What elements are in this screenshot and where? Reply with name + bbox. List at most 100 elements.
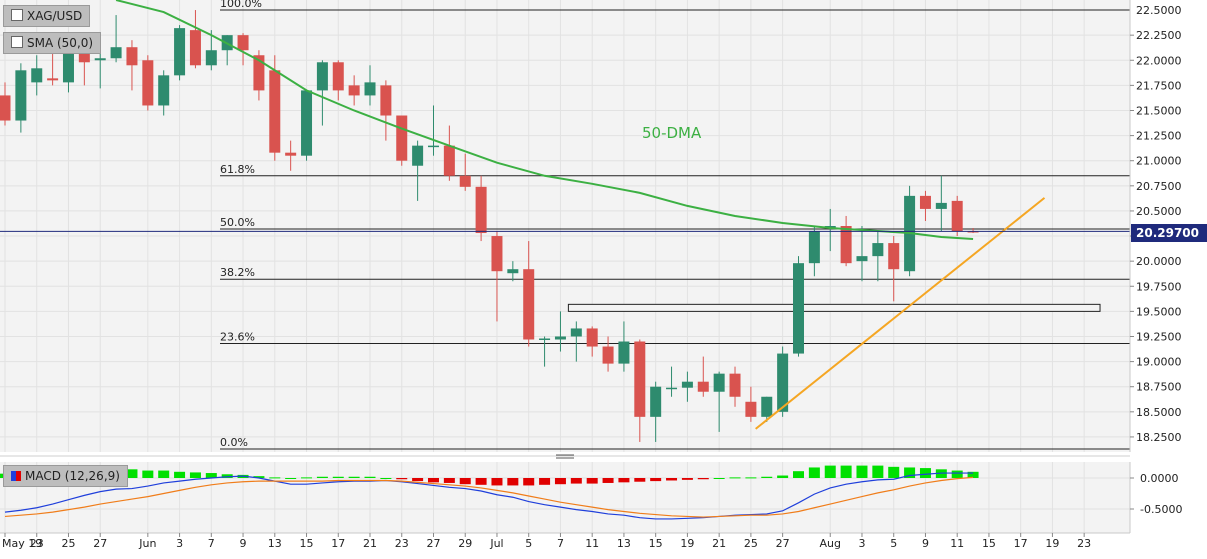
candle [0,82,11,126]
time-axis-label: 21 [712,537,726,550]
macd-histogram-bar [856,465,868,478]
candle [951,195,963,237]
macd-histogram-bar [316,476,328,478]
candle-body [94,58,106,61]
candle [126,40,138,91]
macd-histogram-bar [745,477,757,479]
candle [348,75,360,106]
symbol-marker-icon [11,9,23,21]
candle-body [189,30,201,66]
candle [650,381,662,442]
time-axis-label: 7 [557,537,564,550]
candle-body [475,186,487,234]
candle [31,55,43,96]
macd-histogram-bar [507,478,519,486]
macd-histogram-bar [285,478,297,479]
price-axis-label: 22.2500 [1136,29,1182,42]
macd-indicator-tag[interactable]: MACD (12,26,9) [3,465,128,487]
macd-histogram-bar [919,468,931,478]
last-price-badge: 20.29700 [1131,224,1207,242]
candle [507,261,519,282]
candle [634,339,646,442]
time-axis-label: May 19 [2,537,42,550]
candle [269,55,281,161]
price-axis-label: 19.2500 [1136,330,1182,343]
fib-level-label: 23.6% [220,331,255,344]
candle-body [793,263,804,354]
macd-histogram-bar [396,478,408,480]
price-axis-label: 19.5000 [1136,305,1182,318]
macd-histogram-bar [634,478,646,482]
candle-body [666,387,678,390]
candle [443,125,455,181]
candle-body [554,336,566,340]
macd-histogram-bar [221,474,233,478]
macd-histogram-bar [491,478,503,486]
candle-body [237,35,249,51]
macd-histogram-bar [586,478,598,484]
symbol-tag[interactable]: XAG/USD [3,5,91,27]
time-axis-label: 15 [300,537,314,550]
time-axis-label: 25 [744,537,758,550]
candle-body [126,47,138,66]
candle [316,60,328,126]
macd-histogram-bar [443,478,455,483]
price-axis-label: 21.5000 [1136,104,1182,117]
macd-histogram-bar [539,478,551,485]
fib-level-label: 38.2% [220,266,255,279]
macd-histogram-bar [348,476,360,478]
macd-histogram-bar [888,466,900,478]
candle-body [840,226,852,264]
candle [586,326,598,357]
price-axis-label: 19.0000 [1136,356,1182,369]
sma-indicator-tag[interactable]: SMA (50,0) [3,32,102,54]
candle-body [586,328,598,347]
candle-body [507,269,519,274]
macd-histogram-bar [904,467,916,478]
macd-histogram-bar [427,478,439,483]
time-axis-label: 15 [649,537,663,550]
candle-body [174,28,186,76]
macd-histogram-bar [142,470,154,478]
candle [745,386,757,422]
price-axis-label: 22.0000 [1136,54,1182,67]
candle [840,215,852,267]
candle-body [650,386,662,417]
candle [332,60,344,101]
macd-histogram-bar [364,476,376,478]
macd-histogram-bar [554,478,566,485]
time-axis-label: 15 [982,537,996,550]
candle-body [729,373,741,397]
price-axis-label: 20.7500 [1136,180,1182,193]
candle [793,256,804,357]
macd-indicator-label: MACD (12,26,9) [25,469,120,483]
sma-marker-icon [11,36,23,48]
price-axis-label: 20.5000 [1136,205,1182,218]
candle [681,371,693,402]
candle [824,208,836,252]
candle [554,311,566,352]
candle [412,140,424,201]
candle [523,241,535,347]
candle-body [364,82,376,96]
candle [174,25,186,81]
candle-body [761,396,773,417]
time-axis-label: 13 [617,537,631,550]
candle [158,70,170,116]
candle [777,346,789,417]
candle-body [62,50,74,83]
candle [491,231,503,322]
support-zone-box [567,303,1101,312]
price-axis-label: 19.7500 [1136,280,1182,293]
candle [539,336,551,367]
time-axis-label: 7 [208,537,215,550]
macd-histogram-bar [808,467,820,478]
candle-body [713,373,725,392]
candle [110,15,122,63]
time-axis-label: 9 [240,537,247,550]
macd-histogram-bar [872,465,884,478]
candle-body [681,381,693,388]
macd-histogram-bar [697,478,709,480]
time-axis-label: Jul [489,537,503,550]
candle [570,321,582,362]
